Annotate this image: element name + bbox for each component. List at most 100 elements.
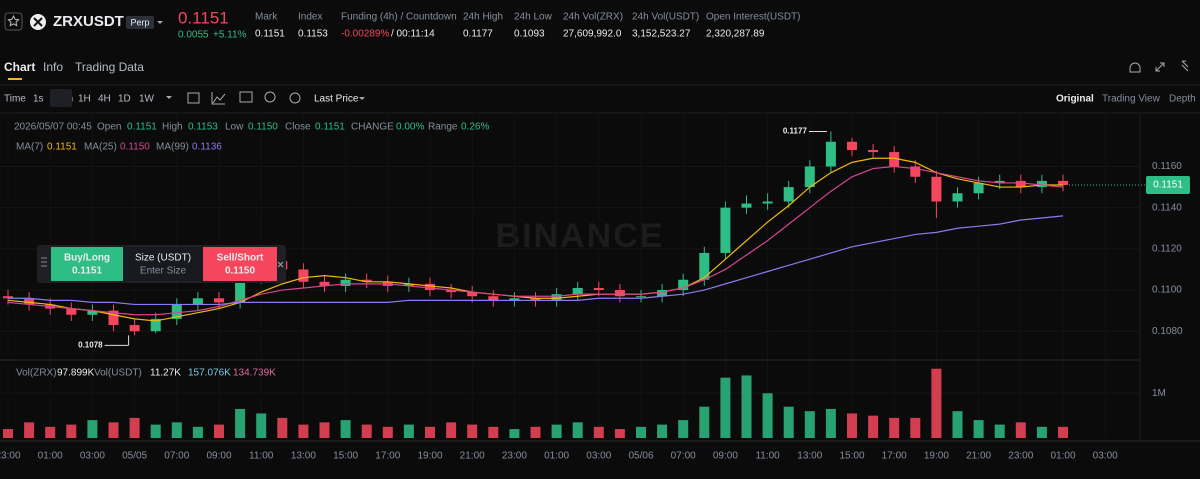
x-tick-label: 13:00 (797, 451, 822, 462)
drag-handle[interactable] (41, 257, 47, 267)
candle-body (530, 298, 541, 301)
x-tick-label: 23:00 (1008, 451, 1033, 462)
vol-value: 97.899K (57, 368, 95, 379)
price-type[interactable]: Last Price (314, 94, 359, 105)
stat-label: 24h High (463, 12, 503, 23)
candle-body (509, 298, 520, 301)
candle-body (889, 152, 900, 167)
stat-value: 0.1153 (298, 29, 328, 40)
x-tick-label: 23:00 (0, 451, 21, 462)
x-tick-label: 17:00 (375, 451, 400, 462)
size-label: Size (USDT) (135, 253, 191, 264)
legend-value: 0.1151 (127, 122, 157, 133)
candle-body (108, 310, 119, 326)
last-price-tag-text: 0.1151 (1153, 180, 1183, 191)
interval[interactable]: 4H (98, 94, 111, 105)
volume-bar (868, 415, 879, 438)
sell-price: 0.1150 (225, 266, 255, 277)
bell-icon[interactable] (1129, 62, 1141, 73)
volume-bar (361, 424, 372, 438)
candle-body (762, 201, 773, 204)
buy-button[interactable] (51, 247, 123, 281)
calendar-icon[interactable] (187, 92, 200, 104)
volume-bar (3, 429, 13, 438)
volume-bar (45, 426, 56, 438)
stat-value: 0.1151 (255, 29, 285, 40)
candle-body (1058, 180, 1068, 186)
stat-value: -0.00289% (341, 29, 389, 40)
favorite-button[interactable] (4, 12, 23, 31)
legend-name: Range (428, 122, 458, 133)
candle-body (340, 279, 351, 286)
price-type-arrow[interactable] (359, 97, 365, 100)
volume-bar (847, 413, 857, 438)
legend-name: Open (97, 122, 121, 133)
stat-label: 24h Low (514, 12, 553, 23)
vol-value: 11.27K (150, 368, 181, 379)
vol-value: 157.076K (188, 368, 231, 379)
settings-icon[interactable] (264, 91, 276, 103)
x-tick-label: 07:00 (164, 451, 189, 462)
x-tick-label: 17:00 (882, 451, 907, 462)
ma-lines (7, 157, 1064, 322)
candle-body (614, 290, 625, 297)
interval[interactable]: 1W (139, 94, 155, 105)
candle-body (3, 296, 13, 299)
vol-name: Vol(USDT) (94, 368, 142, 379)
layout-icon[interactable] (239, 91, 253, 103)
size-placeholder: Enter Size (140, 266, 187, 277)
volume-bar (235, 408, 246, 438)
volume-bar (382, 426, 393, 438)
buy-price: 0.1151 (72, 266, 102, 277)
volume-bar (551, 424, 562, 438)
volume-bar (910, 417, 921, 438)
interval-dropdown[interactable] (166, 96, 172, 99)
candle-body (488, 296, 499, 301)
view-option[interactable]: Depth (1169, 94, 1196, 105)
expand-icon[interactable] (1155, 62, 1165, 72)
candle-body (319, 281, 330, 286)
tab[interactable]: Chart (4, 60, 35, 74)
star-icon (7, 14, 20, 27)
tab[interactable]: Trading Data (75, 60, 144, 74)
y-tick-label: 0.1160 (1152, 161, 1182, 172)
candle-body (192, 298, 203, 305)
volume-bar (192, 426, 203, 438)
sell-button[interactable] (203, 247, 277, 281)
volume-bar (1058, 426, 1068, 438)
x-tick-label: 13:00 (291, 451, 316, 462)
stat-value: 0.1177 (463, 29, 493, 40)
window-icons (1129, 60, 1189, 73)
candle-body (678, 279, 689, 291)
symbol[interactable]: ZRXUSDT (53, 13, 124, 30)
volume-bar (277, 417, 288, 438)
ma-name: MA(7) (16, 142, 43, 153)
close-icon[interactable] (277, 261, 284, 268)
volume-bar (783, 406, 794, 438)
candle-body (87, 310, 98, 315)
indicator-icon[interactable] (211, 92, 226, 105)
stat-value: 3,152,523.27 (632, 29, 691, 40)
interval[interactable]: 1s (33, 94, 44, 105)
candle-body (403, 283, 414, 286)
tab[interactable]: Info (43, 60, 63, 74)
candle-body (235, 277, 246, 303)
low-label: 0.1078 (78, 340, 103, 349)
volume-bar (762, 393, 773, 438)
view-option[interactable]: Original (1056, 94, 1094, 105)
volume-bar (825, 408, 836, 438)
popout-icon[interactable] (1181, 60, 1189, 72)
vol-name: Vol(ZRX) (16, 368, 57, 379)
dropdown-arrow[interactable] (157, 21, 163, 24)
snapshot-icon[interactable] (289, 92, 301, 104)
interval[interactable]: 1D (118, 94, 131, 105)
interval[interactable]: 1H (78, 94, 91, 105)
size-input[interactable] (123, 247, 203, 281)
volume-bar (994, 424, 1005, 438)
view-option[interactable]: Trading View (1102, 94, 1161, 105)
volume-bar (678, 420, 689, 438)
views: Original Trading View Depth (1056, 94, 1196, 105)
legend-value: 0.1151 (315, 122, 345, 133)
volume-bar (952, 411, 963, 438)
